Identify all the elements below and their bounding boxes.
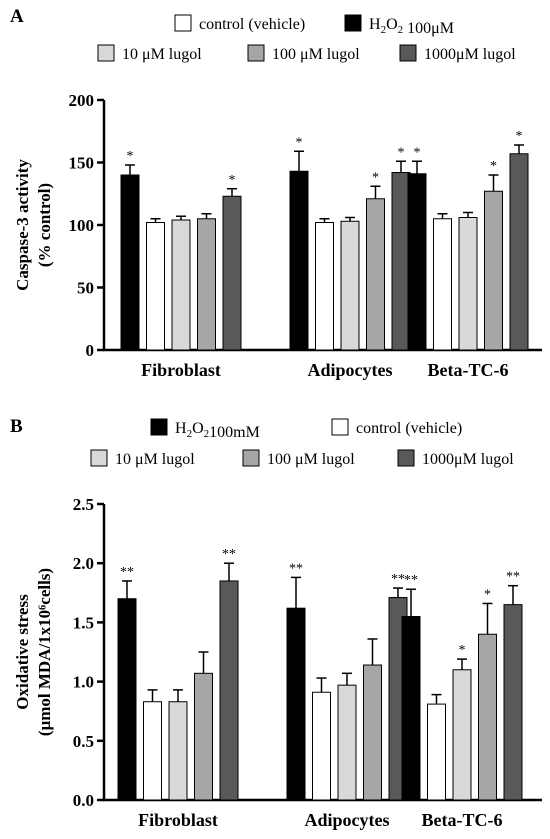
bar xyxy=(366,198,385,351)
legend-label: control (vehicle) xyxy=(199,16,305,33)
legend-label: 1000μM lugol xyxy=(424,46,516,63)
bar xyxy=(289,170,309,351)
y-axis-label: (% control) xyxy=(35,183,54,267)
bar xyxy=(427,703,446,801)
bar xyxy=(407,173,427,351)
bar xyxy=(478,633,497,801)
legend-label: control (vehicle) xyxy=(356,420,462,437)
bar xyxy=(401,615,421,801)
bar xyxy=(433,218,452,351)
bar xyxy=(286,607,306,801)
bar xyxy=(503,604,523,801)
y-tick-label: 200 xyxy=(69,91,95,110)
significance-mark: * xyxy=(516,129,523,144)
bar xyxy=(363,664,382,801)
y-tick-label: 2.5 xyxy=(73,495,94,514)
category-label: Beta-TC-6 xyxy=(422,810,503,830)
bar xyxy=(117,598,137,801)
legend-swatch xyxy=(242,449,260,467)
bar xyxy=(171,219,191,351)
bar xyxy=(168,701,188,801)
bar xyxy=(452,669,472,801)
significance-mark: ** xyxy=(289,561,303,576)
significance-mark: * xyxy=(398,145,405,160)
significance-mark: ** xyxy=(404,573,418,588)
legend-label: 100 μM lugol xyxy=(272,46,360,63)
y-tick-label: 0.5 xyxy=(73,732,94,751)
legend-swatch xyxy=(247,44,265,62)
bar xyxy=(120,174,140,351)
significance-mark: ** xyxy=(222,547,236,562)
y-tick-label: 1.0 xyxy=(73,673,94,692)
legend-label: H2O2 100μM xyxy=(369,16,454,37)
y-tick-label: 50 xyxy=(77,279,94,298)
significance-mark: * xyxy=(372,170,379,185)
bar xyxy=(222,195,242,351)
significance-mark: ** xyxy=(120,565,134,580)
bar xyxy=(312,691,331,801)
bar xyxy=(146,222,165,351)
bar xyxy=(340,220,360,351)
y-tick-label: 2.0 xyxy=(73,554,94,573)
legend-swatch xyxy=(397,449,415,467)
legend-swatch xyxy=(344,14,362,32)
y-tick-label: 0 xyxy=(86,341,95,360)
bar xyxy=(197,218,216,351)
bar xyxy=(458,217,478,351)
bar xyxy=(509,153,529,351)
significance-mark: * xyxy=(127,149,134,164)
panel-letter: B xyxy=(10,416,23,437)
legend-swatch xyxy=(90,449,108,467)
bar xyxy=(143,701,162,801)
bar xyxy=(315,222,334,351)
significance-mark: ** xyxy=(391,572,405,587)
y-tick-label: 100 xyxy=(69,216,95,235)
legend-swatch xyxy=(97,44,115,62)
significance-mark: * xyxy=(459,643,466,658)
legend-label: H2O2100mM xyxy=(175,420,260,441)
significance-mark: * xyxy=(484,587,491,602)
legend-swatch xyxy=(150,418,168,436)
y-tick-label: 1.5 xyxy=(73,613,94,632)
legend-label: 10 μM lugol xyxy=(115,451,195,468)
category-label: Adipocytes xyxy=(305,810,390,830)
y-axis-label: (μmol MDA/1x10⁶cells) xyxy=(35,568,54,736)
category-label: Fibroblast xyxy=(141,360,221,380)
significance-mark: * xyxy=(490,159,497,174)
y-tick-label: 150 xyxy=(69,154,95,173)
legend-swatch xyxy=(399,44,417,62)
category-label: Adipocytes xyxy=(308,360,393,380)
legend-swatch xyxy=(331,418,349,436)
significance-mark: * xyxy=(229,173,236,188)
y-axis-label: Caspase-3 activity xyxy=(13,159,32,291)
bar xyxy=(484,190,503,351)
legend-label: 1000μM lugol xyxy=(422,451,514,468)
bar xyxy=(337,684,357,801)
bar xyxy=(219,580,239,801)
category-label: Beta-TC-6 xyxy=(428,360,509,380)
category-label: Fibroblast xyxy=(138,810,218,830)
panel-letter: A xyxy=(10,6,24,27)
significance-mark: * xyxy=(414,145,421,160)
legend-label: 100 μM lugol xyxy=(267,451,355,468)
bar xyxy=(194,672,213,801)
y-tick-label: 0.0 xyxy=(73,791,94,810)
significance-mark: ** xyxy=(506,570,520,585)
bar xyxy=(391,172,411,351)
legend-label: 10 μM lugol xyxy=(122,46,202,63)
y-axis-label: Oxidative stress xyxy=(13,594,32,710)
panel-b: B H2O2100mM control (vehicle) 10 μM lugol 10… xyxy=(10,416,542,830)
legend-swatch xyxy=(174,14,192,32)
significance-mark: * xyxy=(296,135,303,150)
